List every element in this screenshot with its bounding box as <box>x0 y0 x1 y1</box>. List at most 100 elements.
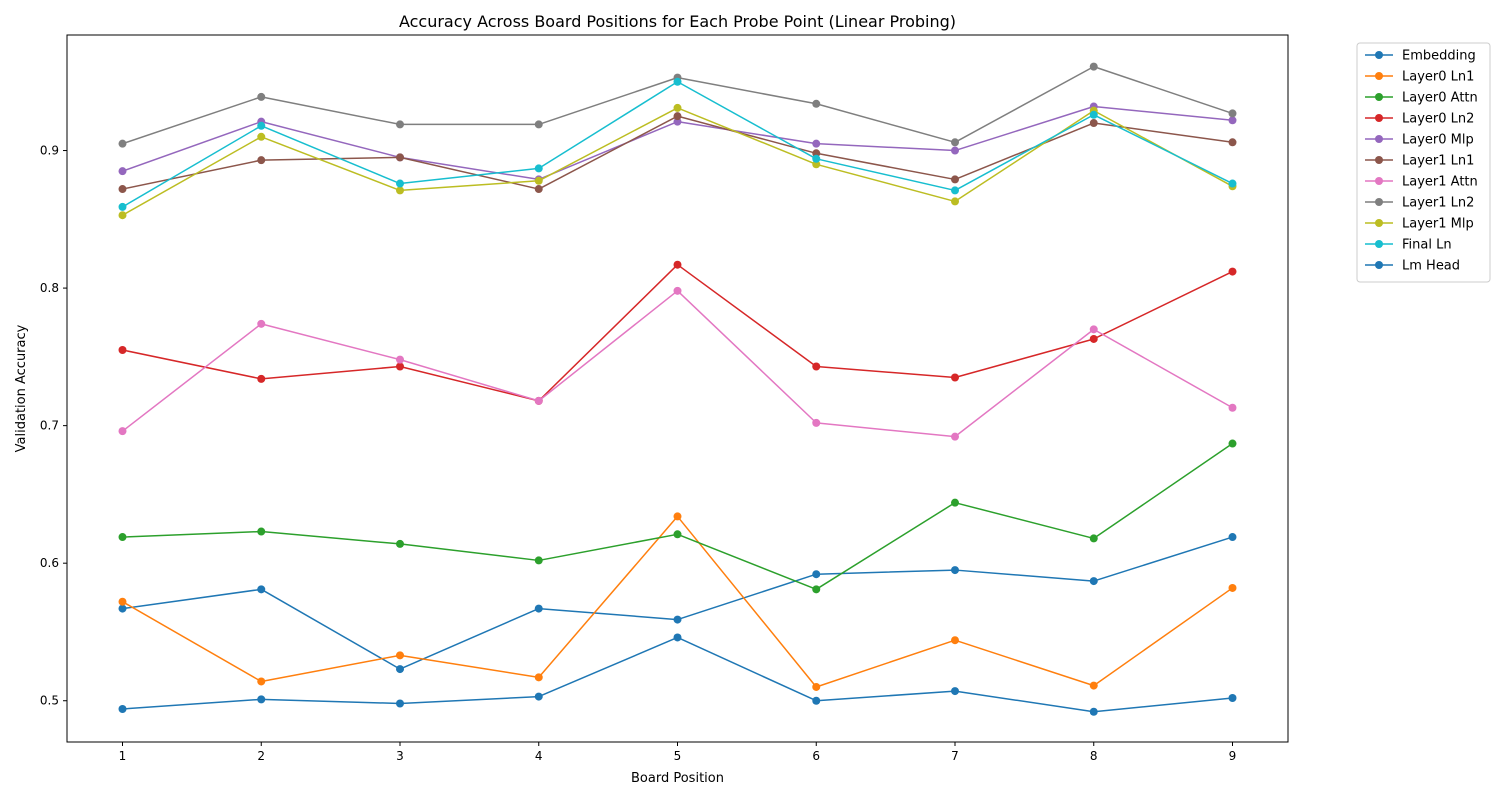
data-point-layer1-attn <box>1228 403 1237 412</box>
data-point-embedding <box>673 615 682 624</box>
data-point-layer1-ln1 <box>673 112 682 121</box>
legend-marker-final-ln <box>1375 240 1383 248</box>
legend-marker-layer0-mlp <box>1375 135 1383 143</box>
data-point-embedding <box>812 570 821 579</box>
data-point-layer1-ln2 <box>118 139 127 148</box>
data-point-embedding <box>1089 577 1098 586</box>
x-tick-label: 6 <box>812 749 820 763</box>
legend-marker-layer0-ln1 <box>1375 72 1383 80</box>
series-line-lm-head <box>122 636 1233 713</box>
data-point-layer0-ln1 <box>257 677 266 686</box>
legend-label-layer0-ln1: Layer0 Ln1 <box>1402 70 1474 85</box>
data-point-final-ln <box>812 154 821 163</box>
data-point-layer0-ln2 <box>118 345 127 354</box>
data-point-final-ln <box>673 77 682 86</box>
data-point-layer0-ln2 <box>1089 334 1098 343</box>
x-axis-title: Board Position <box>631 771 724 786</box>
data-point-layer1-mlp <box>534 176 543 185</box>
series-embedding <box>118 533 1237 674</box>
legend-marker-layer1-ln1 <box>1375 156 1383 164</box>
legend-label-layer1-ln1: Layer1 Ln1 <box>1402 154 1474 169</box>
data-point-layer1-attn <box>534 396 543 405</box>
data-point-layer1-ln2 <box>951 138 959 147</box>
data-point-layer0-attn <box>118 533 127 542</box>
legend-label-layer0-ln2: Layer0 Ln2 <box>1402 112 1474 127</box>
series-layer0-attn <box>118 439 1237 594</box>
data-point-final-ln <box>1228 179 1237 188</box>
data-point-final-ln <box>534 164 543 173</box>
legend-label-final-ln: Final Ln <box>1402 238 1452 253</box>
data-point-layer1-ln2 <box>1228 109 1237 118</box>
data-point-layer1-ln1 <box>812 149 821 158</box>
legend-label-layer0-mlp: Layer0 Mlp <box>1402 133 1474 148</box>
data-point-layer1-attn <box>257 319 266 328</box>
data-point-layer1-attn <box>951 432 959 441</box>
data-point-layer0-mlp <box>951 146 959 155</box>
data-point-layer1-ln1 <box>118 185 127 194</box>
series-line-layer0-ln1 <box>122 515 1233 688</box>
data-point-layer1-mlp <box>396 186 404 195</box>
legend-label-lm-head: Lm Head <box>1402 259 1460 274</box>
legend-marker-embedding <box>1375 51 1383 59</box>
legend-label-layer1-attn: Layer1 Attn <box>1402 175 1478 190</box>
series-line-final-ln <box>122 81 1233 208</box>
data-point-embedding <box>257 585 266 594</box>
data-point-layer1-ln2 <box>1089 62 1098 71</box>
data-point-layer0-attn <box>1089 534 1098 543</box>
data-point-layer1-attn <box>396 355 404 364</box>
data-point-layer1-ln1 <box>534 185 543 194</box>
data-point-embedding <box>534 604 543 613</box>
data-point-lm-head <box>1089 707 1098 716</box>
data-point-layer0-attn <box>396 539 404 548</box>
x-tick-label: 5 <box>674 749 682 763</box>
data-point-layer0-mlp <box>812 139 821 148</box>
data-point-layer0-ln1 <box>1089 681 1098 690</box>
data-point-layer1-attn <box>812 418 821 427</box>
series-final-ln <box>118 77 1237 211</box>
y-tick-label: 0.7 <box>40 419 59 433</box>
data-point-layer0-ln2 <box>812 362 821 371</box>
data-point-layer1-mlp <box>812 160 821 169</box>
data-point-lm-head <box>673 633 682 642</box>
data-point-layer0-attn <box>257 527 266 536</box>
legend: Embedding Layer0 Ln1 Layer0 Attn Layer0 Ln2… <box>1356 42 1491 283</box>
series-line-layer0-ln2 <box>122 263 1233 402</box>
legend-label-layer0-attn: Layer0 Attn <box>1402 91 1478 106</box>
x-tick-label: 2 <box>257 749 265 763</box>
chart-title: Accuracy Across Board Positions for Each… <box>399 12 956 31</box>
legend-label-layer1-mlp: Layer1 Mlp <box>1402 217 1474 232</box>
legend-label-layer1-ln2: Layer1 Ln2 <box>1402 196 1474 211</box>
data-point-layer1-ln1 <box>396 153 404 162</box>
data-point-layer0-ln1 <box>812 682 821 691</box>
legend-marker-layer1-ln2 <box>1375 198 1383 206</box>
data-point-embedding <box>396 665 404 674</box>
data-point-layer0-ln2 <box>1228 267 1237 276</box>
data-point-layer0-ln2 <box>673 260 682 269</box>
series-layer1-ln1 <box>118 112 1237 194</box>
data-point-lm-head <box>396 699 404 708</box>
data-point-lm-head <box>812 696 821 705</box>
y-tick-label: 0.8 <box>40 281 59 295</box>
data-point-layer1-ln1 <box>951 175 959 184</box>
plot-area: 1 2 3 4 5 6 7 8 9 0.5 0.6 0.7 0.8 0.9 <box>40 34 1289 763</box>
data-point-layer0-ln2 <box>951 373 959 382</box>
data-point-layer0-ln1 <box>534 673 543 682</box>
series-layer1-attn <box>118 286 1237 441</box>
legend-marker-layer1-attn <box>1375 177 1383 185</box>
data-point-layer1-ln2 <box>396 120 404 129</box>
x-tick-label: 3 <box>396 749 404 763</box>
x-tick-label: 1 <box>119 749 127 763</box>
data-point-embedding <box>1228 533 1237 542</box>
data-point-layer0-attn <box>534 556 543 565</box>
x-tick-label: 7 <box>951 749 959 763</box>
data-point-final-ln <box>118 202 127 211</box>
data-point-final-ln <box>257 121 266 130</box>
data-point-final-ln <box>396 179 404 188</box>
data-point-embedding <box>951 566 959 575</box>
series-layer0-ln1 <box>118 512 1237 691</box>
data-point-layer1-mlp <box>118 211 127 220</box>
data-point-layer0-ln1 <box>396 651 404 660</box>
x-tick-label: 9 <box>1229 749 1237 763</box>
